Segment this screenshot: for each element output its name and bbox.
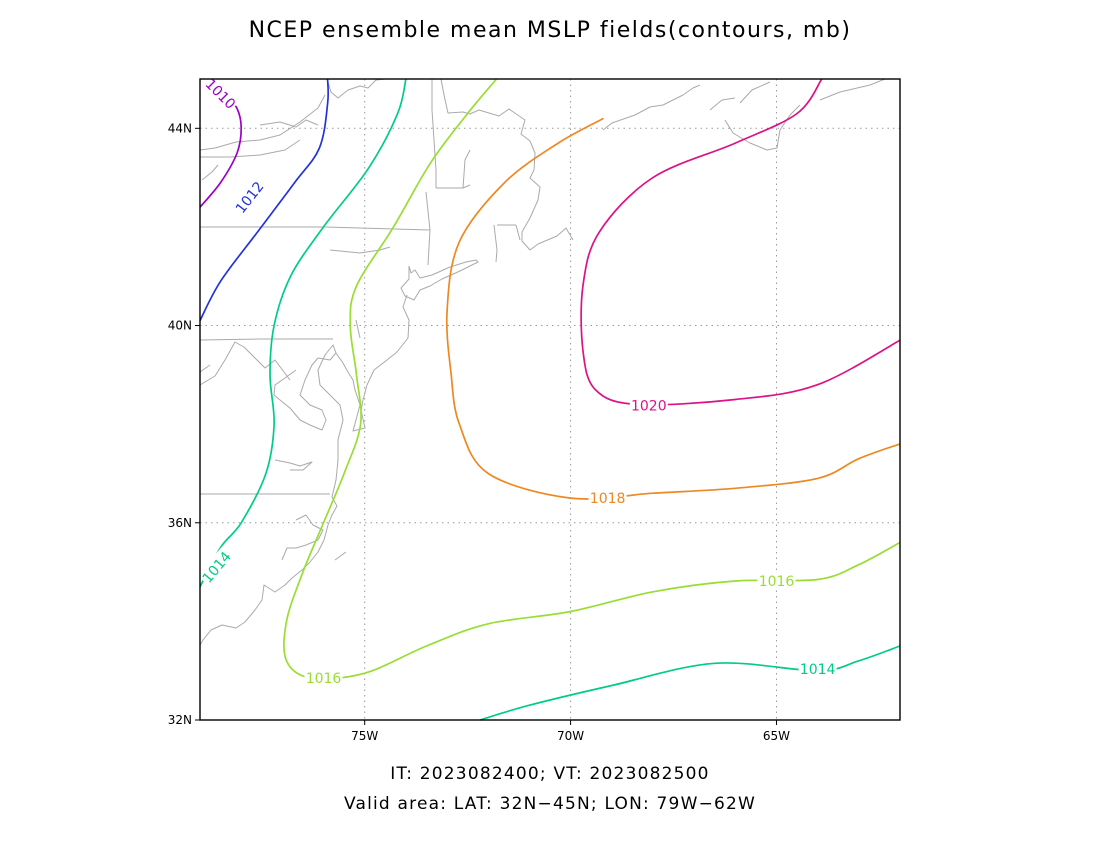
isobar-label-bg xyxy=(629,396,668,414)
isobar-label-group: 1016 xyxy=(757,572,796,590)
great-lakes-detail xyxy=(199,78,886,181)
isobar-label-bg xyxy=(304,669,343,687)
isobar-label-bg xyxy=(230,176,268,218)
lat-tick-label: 44N xyxy=(168,121,192,135)
lat-tick-label: 32N xyxy=(168,713,192,727)
isobar-label-bg xyxy=(201,74,241,113)
init-valid-time: IT: 2023082400; VT: 2023082500 xyxy=(390,764,710,784)
chesapeake-detail xyxy=(273,352,347,561)
state-borders xyxy=(199,79,521,495)
isobar-label-group: 1014 xyxy=(798,660,837,678)
isobar-label: 1016 xyxy=(759,574,795,590)
lat-tick-label: 36N xyxy=(168,516,192,530)
lon-tick-label: 70W xyxy=(557,729,584,743)
lat-tick-label: 40N xyxy=(168,319,192,333)
axis-ticks: 32N 36N 40N 44N 75W 70W 65W xyxy=(168,121,790,743)
isobar-label-bg xyxy=(197,546,235,587)
isobar-1018 xyxy=(445,117,901,500)
isobar-label-bg xyxy=(757,572,796,589)
coastlines-and-borders xyxy=(199,78,886,646)
chart-title: NCEP ensemble mean MSLP fields(contours,… xyxy=(248,18,852,43)
isobar-label-group: 1010 xyxy=(201,74,241,113)
atlantic-coastline xyxy=(199,78,574,646)
isobar-label-bg xyxy=(798,660,837,678)
isobar-label-group: 1016 xyxy=(304,669,343,687)
lon-tick-label: 65W xyxy=(763,729,790,743)
isobar-label: 1020 xyxy=(631,398,667,414)
isobar-label-group: 1012 xyxy=(230,176,268,218)
isobar-label: 1018 xyxy=(590,491,626,507)
lon-tick-label: 75W xyxy=(351,729,378,743)
isobar-label: 1014 xyxy=(800,662,836,678)
valid-area: Valid area: LAT: 32N−45N; LON: 79W−62W xyxy=(343,794,757,814)
appalachian-border xyxy=(199,341,291,386)
isobar-1014 xyxy=(199,78,407,588)
isobar-label: 1016 xyxy=(306,671,342,687)
map-frame xyxy=(199,78,901,721)
isobar-label-group: 1018 xyxy=(588,489,627,507)
isobar-label-group: 1020 xyxy=(629,396,668,414)
grid-lines xyxy=(200,79,900,720)
isobar-1020 xyxy=(580,78,901,406)
isobar-1012 xyxy=(199,78,330,321)
isobar-1014 xyxy=(479,645,901,721)
isobar-1016 xyxy=(283,78,901,680)
isobar-label-bg xyxy=(588,489,627,507)
